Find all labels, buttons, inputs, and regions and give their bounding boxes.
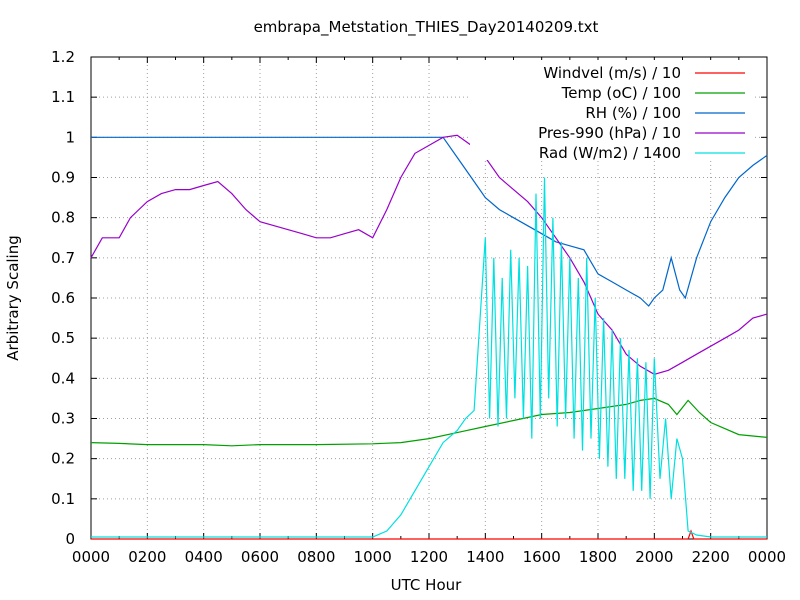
legend-label: Rad (W/m2) / 1400 [539,144,681,162]
x-tick-label: 0600 [241,548,279,566]
x-tick-label: 1200 [410,548,448,566]
y-tick-label: 0.6 [51,289,75,307]
y-tick-label: 0.2 [51,450,75,468]
legend-label: Temp (oC) / 100 [561,84,681,102]
series-line-4 [91,177,767,538]
chart-title: embrapa_Metstation_THIES_Day20140209.txt [254,18,599,37]
x-axis-label: UTC Hour [391,576,462,594]
series-line-2 [91,136,768,307]
x-tick-label: 2200 [692,548,730,566]
legend-label: RH (%) / 100 [585,104,681,122]
series-line-1 [90,397,768,447]
x-tick-label: 0400 [185,548,223,566]
series-lines [90,134,768,540]
y-tick-label: 0.7 [51,249,75,267]
y-tick-label: 0.5 [51,329,75,347]
y-tick-label: 0.3 [51,410,75,428]
x-tick-label: 1000 [354,548,392,566]
y-axis-ticks: 0 0.1 0.2 0.3 0.4 0.5 0.6 0.7 0.8 0.9 1 1.1 1.2 [51,48,767,548]
y-tick-label: 0.8 [51,209,75,227]
x-tick-label: 0200 [128,548,166,566]
x-tick-label: 0800 [297,548,335,566]
y-tick-label: 1.2 [51,48,75,66]
x-axis-ticks: 0000 0200 0400 0600 0800 1000 1200 1400 1600 1800… [72,57,786,566]
x-tick-label: 1800 [579,548,617,566]
x-tick-label: 0000 [72,548,110,566]
y-tick-label: 0.9 [51,169,75,187]
legend-label: Windvel (m/s) / 10 [543,64,681,82]
series-line-0 [91,529,767,540]
legend-label: Pres-990 (hPa) / 10 [538,124,681,142]
y-tick-label: 1 [65,128,75,146]
x-tick-label: 0000 [748,548,786,566]
legend-background [470,60,755,160]
y-tick-label: 0.4 [51,369,75,387]
x-tick-label: 2000 [635,548,673,566]
x-tick-label: 1600 [523,548,561,566]
y-tick-label: 0.1 [51,490,75,508]
y-axis-label: Arbitrary Scaling [4,235,22,361]
y-tick-label: 0 [65,530,75,548]
legend: Windvel (m/s) / 10 Temp (oC) / 100 RH (%) … [470,60,755,162]
y-tick-label: 1.1 [51,88,75,106]
x-tick-label: 1400 [466,548,504,566]
